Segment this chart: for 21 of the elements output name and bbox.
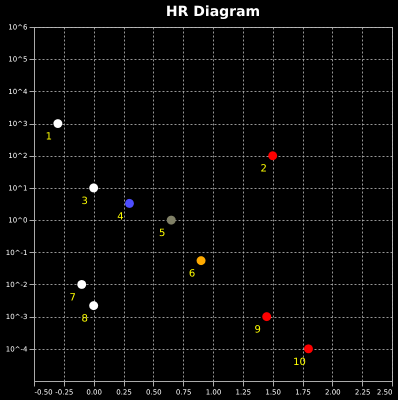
point	[196, 256, 206, 266]
annotation: 6	[188, 268, 196, 280]
annotation: 8	[81, 314, 88, 325]
point	[53, 119, 62, 128]
annotation: 5	[159, 228, 166, 240]
point	[166, 216, 176, 225]
point	[268, 151, 278, 160]
annotation: 1	[46, 132, 52, 143]
annotation: 3	[81, 196, 88, 207]
point	[304, 344, 313, 354]
annotation: 2	[260, 164, 267, 175]
annotation: 9	[254, 324, 261, 336]
point	[77, 280, 86, 289]
annotation: 10	[293, 356, 306, 368]
chart-title: HR Diagram	[166, 4, 260, 20]
annotation: 7	[70, 292, 76, 304]
point	[124, 198, 134, 208]
annotation: 4	[117, 211, 124, 222]
point	[89, 301, 98, 310]
point	[262, 312, 272, 322]
point	[89, 183, 98, 192]
